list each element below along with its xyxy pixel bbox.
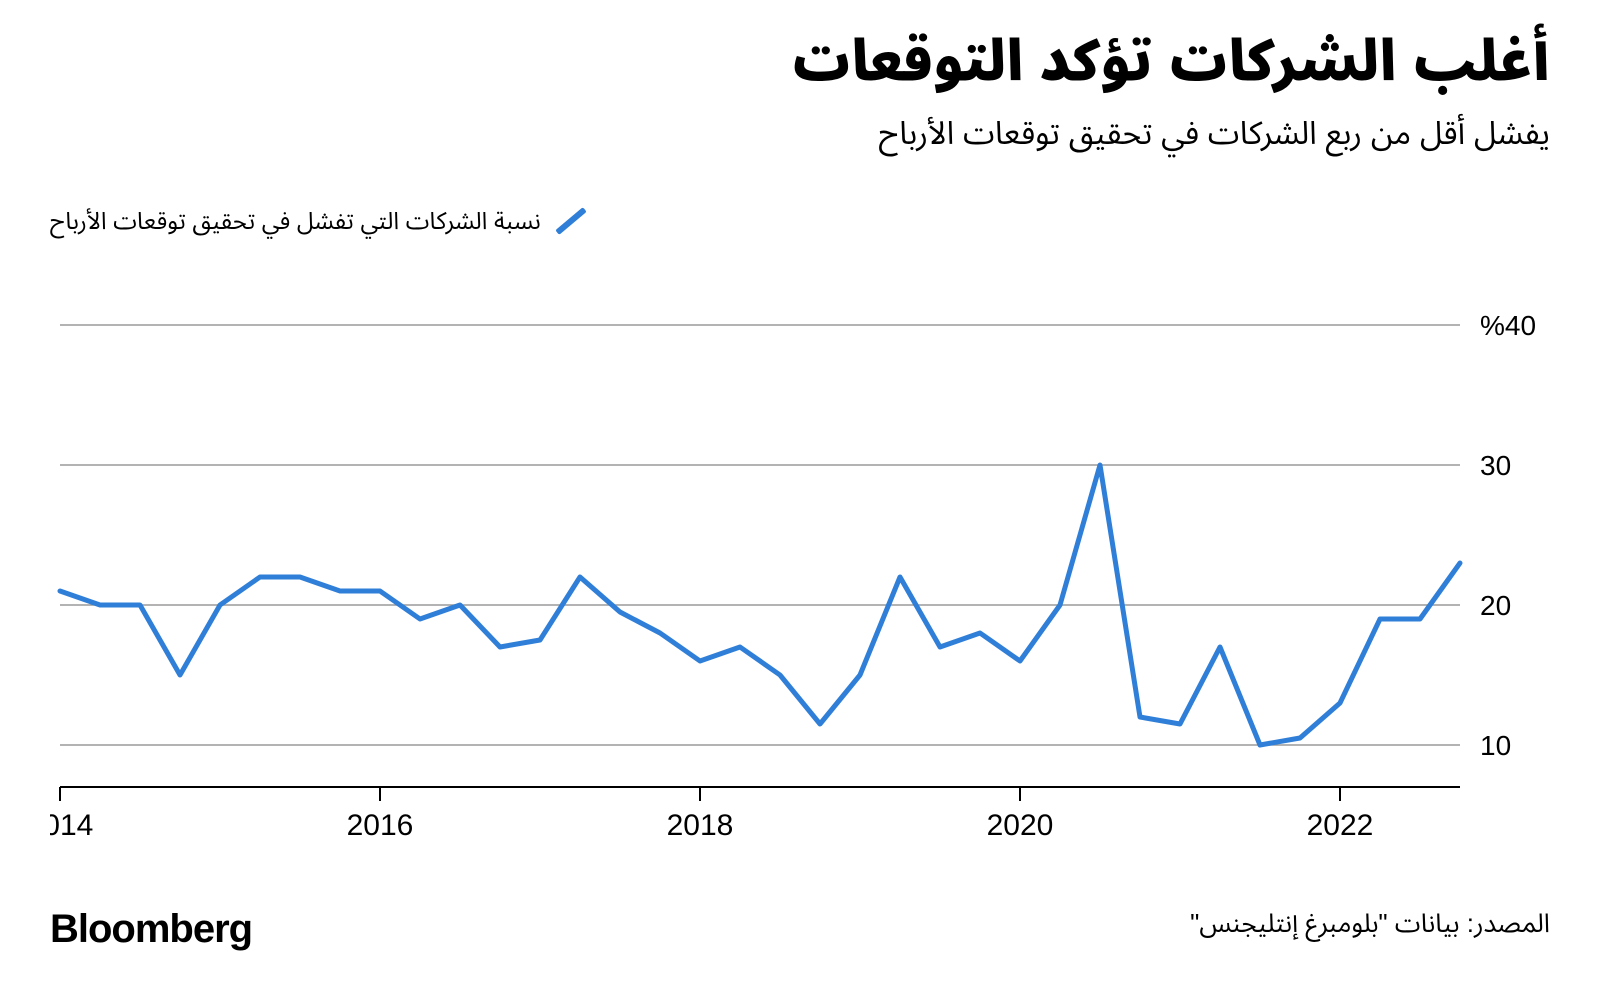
svg-text:2022: 2022: [1307, 809, 1374, 842]
source-text: المصدر: بيانات "بلومبرغ إنتليجنس": [1190, 897, 1550, 952]
legend: نسبة الشركات التي تفشل في تحقيق توقعات ا…: [50, 196, 1550, 247]
chart-title: أغلب الشركات تؤكد التوقعات: [50, 30, 1550, 92]
svg-text:2014: 2014: [50, 809, 93, 842]
svg-text:10: 10: [1480, 730, 1511, 761]
legend-swatch: [555, 207, 586, 235]
chart-container: أغلب الشركات تؤكد التوقعات يفشل أقل من ر…: [0, 0, 1600, 1004]
svg-text:2020: 2020: [987, 809, 1054, 842]
svg-text:30: 30: [1480, 450, 1511, 481]
svg-text:%40: %40: [1480, 310, 1536, 341]
svg-text:20: 20: [1480, 590, 1511, 621]
svg-text:2016: 2016: [347, 809, 414, 842]
svg-text:2018: 2018: [667, 809, 734, 842]
brand-logo: Bloomberg: [50, 907, 252, 952]
chart-subtitle: يفشل أقل من ربع الشركات في تحقيق توقعات …: [50, 100, 1550, 168]
chart-plot: 10 20 30 %40 2014 2016 2018 2020 2022: [50, 287, 1550, 847]
footer: Bloomberg المصدر: بيانات "بلومبرغ إنتليج…: [50, 897, 1550, 952]
legend-label: نسبة الشركات التي تفشل في تحقيق توقعات ا…: [50, 196, 541, 247]
